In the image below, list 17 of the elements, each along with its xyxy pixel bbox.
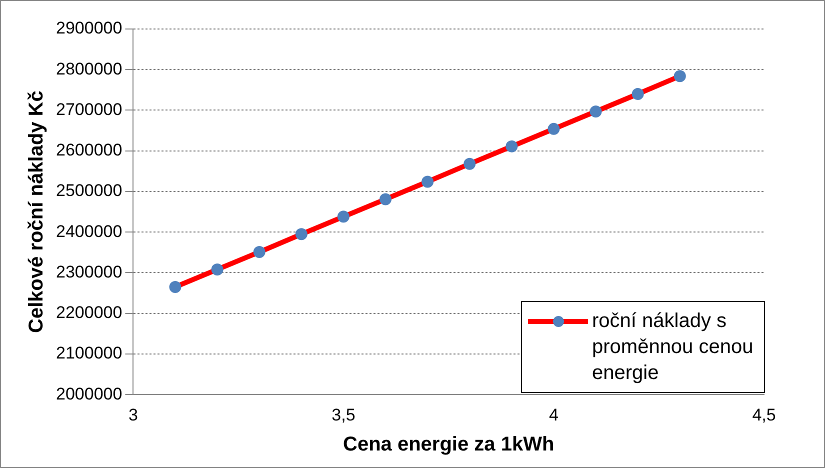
y-tick-label: 2700000 [56,100,122,119]
x-tick-label: 3,5 [332,405,356,424]
y-tick-label: 2200000 [56,303,122,322]
y-tick-label: 2500000 [56,181,122,200]
x-tick-label: 4,5 [752,405,776,424]
y-tick-label: 2800000 [56,59,122,78]
y-tick-label: 2900000 [56,18,122,38]
y-axis-title: Celkové roční náklady Kč [26,90,48,333]
y-tick-label: 2600000 [56,140,122,160]
y-tick-label: 2000000 [56,384,122,404]
y-tick-label: 2100000 [56,344,122,363]
x-tick-label: 3 [128,405,138,424]
x-axis-title: Cena energie za 1kWh [342,434,554,456]
y-tick-label: 2300000 [56,262,122,282]
x-tick-label: 4 [548,405,558,424]
legend-label: roční náklady s proměnnou cenou energie [592,309,754,386]
y-tick-label: 2400000 [56,222,122,241]
